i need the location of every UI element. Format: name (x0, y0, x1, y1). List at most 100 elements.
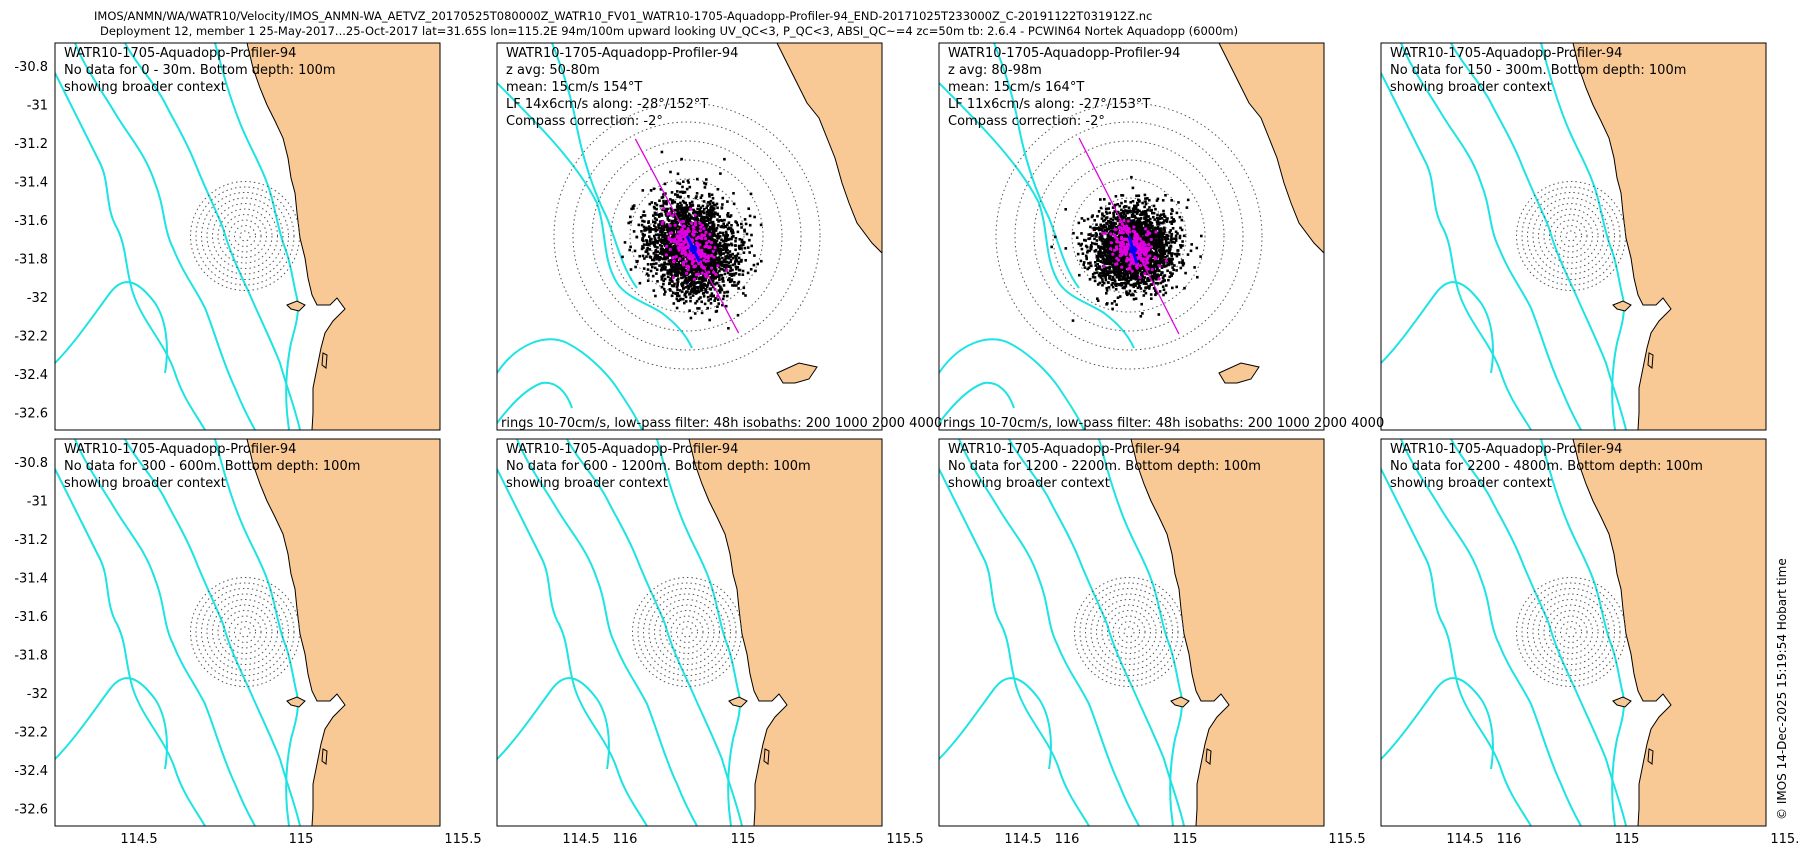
velocity-point (1138, 285, 1141, 288)
velocity-point (715, 202, 719, 206)
velocity-point (674, 274, 677, 278)
velocity-point (647, 225, 651, 228)
velocity-point (1080, 247, 1084, 251)
velocity-point (661, 208, 664, 212)
velocity-point (661, 233, 664, 237)
velocity-point (681, 257, 685, 261)
velocity-point (704, 288, 708, 291)
velocity-point (714, 212, 718, 215)
velocity-point (1111, 218, 1115, 222)
lowpass-point (678, 242, 682, 247)
lowpass-point (687, 229, 691, 233)
velocity-point (692, 268, 695, 272)
velocity-point (695, 268, 698, 272)
velocity-point (657, 236, 661, 239)
velocity-point (1136, 208, 1139, 212)
velocity-point (690, 200, 694, 204)
velocity-point (718, 291, 722, 294)
velocity-point (669, 259, 673, 262)
velocity-point (656, 280, 659, 283)
velocity-point (708, 318, 711, 322)
velocity-point (1114, 288, 1118, 291)
velocity-point (700, 267, 703, 271)
velocity-point (718, 242, 722, 246)
lowpass-point (681, 230, 685, 234)
velocity-point (1133, 290, 1137, 293)
velocity-point (702, 210, 705, 213)
velocity-point (654, 294, 657, 298)
velocity-point (1108, 219, 1111, 223)
velocity-point (1166, 237, 1170, 241)
velocity-point (1129, 278, 1133, 281)
velocity-point (677, 263, 680, 266)
velocity-point (1136, 203, 1140, 207)
velocity-point (721, 256, 724, 260)
velocity-point (658, 220, 662, 223)
velocity-point (649, 227, 652, 230)
velocity-point (727, 261, 731, 265)
velocity-point (676, 284, 679, 287)
velocity-point (664, 235, 667, 238)
velocity-point (705, 267, 708, 271)
velocity-point (1113, 243, 1117, 247)
velocity-point (1113, 239, 1116, 243)
velocity-point (1086, 249, 1090, 253)
velocity-point (702, 207, 706, 211)
lowpass-point (704, 255, 708, 259)
velocity-point (1064, 247, 1068, 250)
velocity-point (670, 201, 674, 205)
velocity-point (1142, 289, 1146, 293)
velocity-point (689, 299, 692, 303)
panel-row1-col3: rings 10-70cm/s, low-pass filter: 48h is… (938, 42, 1384, 431)
velocity-point (655, 257, 659, 261)
velocity-point (1130, 175, 1133, 179)
velocity-point (713, 238, 716, 242)
velocity-point (1096, 262, 1099, 266)
velocity-point (1082, 263, 1085, 267)
velocity-point (663, 277, 667, 281)
velocity-point (686, 251, 690, 255)
velocity-point (730, 224, 733, 227)
velocity-point (1093, 271, 1096, 275)
velocity-point (646, 252, 650, 256)
velocity-point (1149, 261, 1153, 265)
velocity-point (718, 215, 721, 218)
velocity-point (640, 223, 644, 227)
velocity-point (1153, 247, 1157, 251)
header-line-2: Deployment 12, member 1 25-May-2017...25… (100, 24, 1238, 38)
velocity-point (707, 221, 711, 225)
velocity-point (640, 230, 643, 233)
velocity-point (718, 235, 722, 238)
velocity-point (1115, 275, 1119, 279)
velocity-point (1111, 285, 1115, 289)
velocity-point (710, 210, 714, 214)
velocity-point (709, 207, 712, 210)
velocity-point (689, 284, 693, 288)
velocity-point (654, 202, 657, 205)
lowpass-point (698, 243, 702, 247)
velocity-point (735, 254, 739, 257)
velocity-point (1137, 194, 1141, 197)
velocity-point (736, 282, 740, 285)
velocity-point (1158, 221, 1162, 225)
velocity-point (1183, 286, 1186, 290)
velocity-point (738, 268, 742, 272)
velocity-point (740, 258, 743, 262)
velocity-point (1093, 279, 1097, 283)
lowpass-point (668, 224, 672, 228)
velocity-point (1106, 240, 1110, 243)
velocity-point (711, 206, 715, 210)
velocity-point (710, 246, 714, 249)
velocity-point (695, 192, 699, 195)
velocity-point (659, 240, 663, 243)
velocity-point (743, 228, 746, 232)
velocity-point (722, 269, 726, 272)
velocity-point (702, 273, 705, 277)
velocity-point (736, 223, 739, 227)
velocity-point (673, 282, 676, 286)
velocity-point (706, 219, 709, 222)
velocity-point (1158, 217, 1162, 220)
speed-ring (217, 208, 273, 264)
velocity-point (683, 191, 687, 194)
velocity-point (668, 269, 671, 273)
